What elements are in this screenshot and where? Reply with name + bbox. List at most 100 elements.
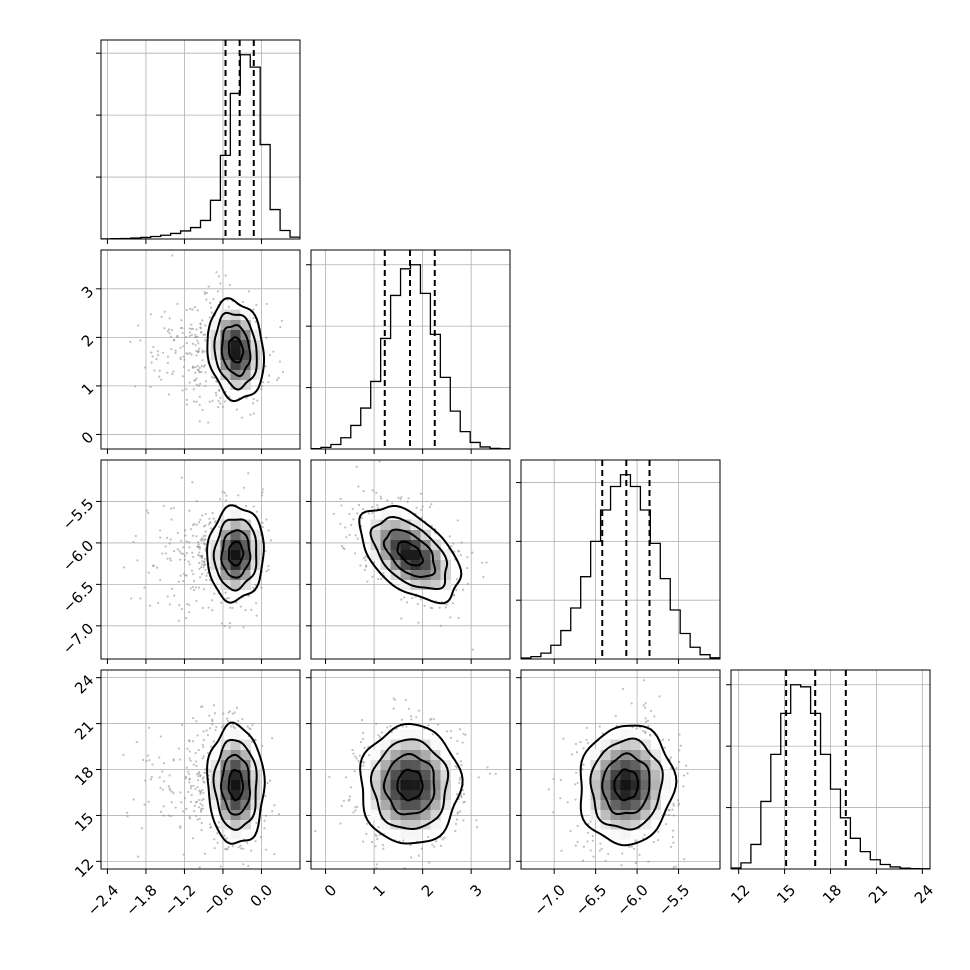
sample-point xyxy=(198,789,201,792)
sample-point xyxy=(340,504,343,507)
sample-point xyxy=(198,521,201,524)
sample-point xyxy=(280,319,284,322)
scatter-panel-3-0 xyxy=(96,669,301,874)
sample-point xyxy=(181,331,184,335)
sample-point xyxy=(136,559,139,562)
sample-point xyxy=(644,706,647,709)
sample-point xyxy=(209,527,213,530)
density-cell xyxy=(440,549,451,560)
sample-point xyxy=(195,354,198,357)
sample-point xyxy=(215,394,218,397)
sample-point xyxy=(183,797,186,800)
sample-point xyxy=(649,709,652,713)
density-cell xyxy=(430,569,441,580)
density-cell xyxy=(430,779,441,790)
sample-point xyxy=(410,718,413,721)
sample-point xyxy=(371,489,374,492)
density-cell xyxy=(240,309,251,321)
sample-point xyxy=(241,718,244,721)
sample-point xyxy=(187,790,190,794)
sample-point xyxy=(255,821,258,824)
sample-point xyxy=(224,591,227,594)
sample-point xyxy=(560,849,563,852)
sample-point xyxy=(240,416,244,419)
sample-point xyxy=(189,800,193,803)
sample-point xyxy=(252,586,255,589)
density-cell xyxy=(240,359,251,370)
sample-point xyxy=(218,498,222,501)
sample-point xyxy=(197,342,200,345)
density-cell xyxy=(370,749,382,761)
sample-point xyxy=(196,309,199,312)
density-cell xyxy=(220,349,231,360)
sample-point xyxy=(466,556,469,559)
sample-point xyxy=(215,725,218,729)
sample-point xyxy=(649,734,652,737)
sample-point xyxy=(159,578,162,582)
sample-point xyxy=(201,757,204,760)
sample-point xyxy=(201,804,204,807)
density-cell xyxy=(210,549,221,560)
sample-point xyxy=(153,369,156,372)
sample-point xyxy=(193,804,196,807)
sample-point xyxy=(620,864,623,867)
sample-point xyxy=(163,310,166,313)
sample-point xyxy=(355,757,358,760)
sample-point xyxy=(585,726,588,729)
sample-point xyxy=(211,599,214,602)
sample-point xyxy=(400,598,403,601)
sample-point xyxy=(211,399,214,402)
sample-point xyxy=(351,507,354,511)
density-cell xyxy=(220,379,231,390)
x-tick-label-param-3: 24 xyxy=(911,881,937,907)
sample-point xyxy=(379,577,383,580)
sample-point xyxy=(454,829,457,833)
sample-point xyxy=(182,546,185,549)
density-cell xyxy=(220,749,231,761)
sample-point xyxy=(188,563,191,566)
sample-point xyxy=(196,339,199,342)
density-cell xyxy=(240,769,251,780)
sample-point xyxy=(199,774,202,778)
sample-point xyxy=(204,568,207,572)
density-cell xyxy=(620,819,631,830)
sample-point xyxy=(184,534,187,537)
sample-point xyxy=(193,810,196,813)
sample-point xyxy=(217,400,220,403)
sample-point xyxy=(634,840,637,843)
sample-point xyxy=(216,841,219,844)
sample-point xyxy=(252,505,255,508)
sample-point xyxy=(466,566,469,570)
sample-point xyxy=(214,391,218,394)
sample-point xyxy=(265,336,268,339)
sample-point xyxy=(374,845,377,848)
x-tick-label-param-2: −7.0 xyxy=(530,881,568,919)
sample-point xyxy=(177,747,180,750)
scatter-panel-2-1 xyxy=(306,459,511,664)
density-cell xyxy=(410,739,421,751)
sample-point xyxy=(265,518,268,521)
sample-point xyxy=(159,536,162,539)
sample-point xyxy=(168,542,171,545)
density-cell xyxy=(410,749,421,761)
density-cell xyxy=(410,579,421,590)
sample-point xyxy=(476,826,479,829)
sample-point xyxy=(196,368,199,371)
sample-point xyxy=(199,802,202,805)
sample-point xyxy=(210,825,213,829)
sample-point xyxy=(195,764,198,768)
sample-point xyxy=(672,841,675,844)
sample-point xyxy=(202,539,205,542)
sample-point xyxy=(428,505,432,509)
sample-point xyxy=(623,871,625,873)
sample-point xyxy=(671,808,674,811)
sample-point xyxy=(453,594,456,597)
x-tick-label-param-3: 15 xyxy=(773,881,799,907)
sample-point xyxy=(199,792,202,795)
sample-point xyxy=(644,720,648,723)
sample-point xyxy=(182,572,185,575)
sample-point xyxy=(158,369,161,372)
sample-point xyxy=(232,725,235,728)
sample-point xyxy=(271,737,274,740)
sample-point xyxy=(434,840,438,843)
